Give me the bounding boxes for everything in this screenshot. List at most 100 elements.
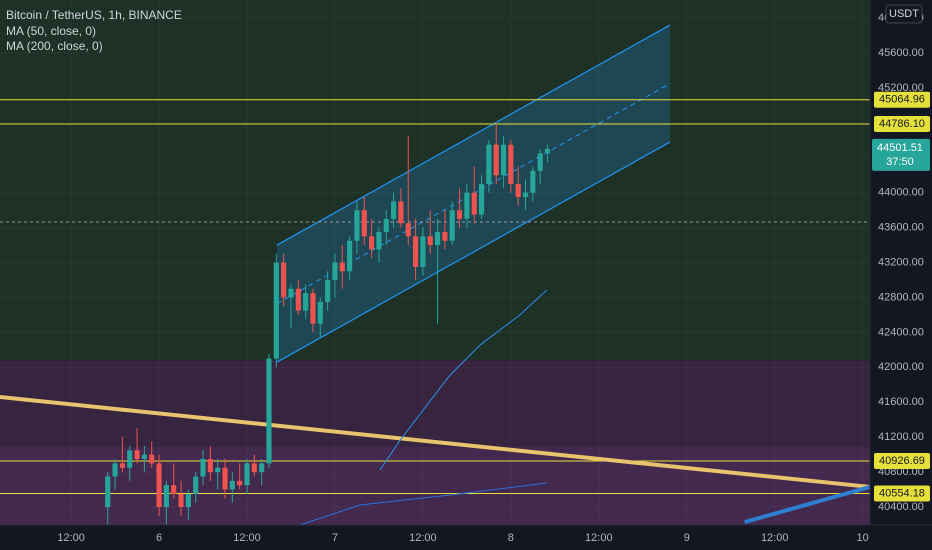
candle-body [339, 262, 345, 272]
channel-line [276, 24, 671, 246]
candle-body [171, 485, 177, 494]
candle-body [522, 192, 529, 198]
y-tick-label: 45200.00 [878, 82, 924, 94]
candle-body [288, 288, 294, 298]
candle-body [163, 485, 169, 508]
candle-body [427, 236, 433, 246]
candle-body [105, 476, 111, 508]
x-tick-label: 12:00 [409, 532, 437, 544]
candle-body [259, 463, 265, 473]
candle-body [193, 476, 199, 494]
candle-body [464, 192, 470, 219]
candle-body [442, 231, 448, 241]
level-label: 44786.10 [879, 118, 925, 130]
x-tick-label: 12:00 [761, 532, 789, 544]
moving-average [379, 289, 548, 471]
candle-body [544, 148, 551, 154]
zone [0, 0, 870, 361]
candle-body [237, 480, 243, 486]
candle-body [486, 144, 492, 184]
candle-body [515, 183, 521, 198]
candle-body [156, 463, 162, 508]
candle-body [119, 463, 125, 468]
level-badge [874, 116, 930, 133]
y-tick-label: 45600.00 [878, 47, 924, 59]
time-axis [0, 525, 932, 550]
candle-body [266, 358, 272, 464]
candle-body [207, 458, 213, 473]
candle-body [383, 218, 389, 232]
candle-body [508, 144, 514, 184]
y-tick-label: 43200.00 [878, 256, 924, 268]
level-badge [874, 485, 930, 502]
x-tick-label: 9 [684, 532, 690, 544]
level-label: 40554.18 [879, 487, 925, 499]
x-tick-label: 7 [332, 532, 338, 544]
axes: 46000.0045600.0045200.0044800.0044400.00… [57, 12, 930, 544]
candle-body [530, 170, 536, 193]
candle-body [405, 223, 411, 237]
level-label: 40926.69 [879, 455, 925, 467]
x-tick-label: 6 [156, 532, 162, 544]
y-tick-label: 44000.00 [878, 187, 924, 199]
candle-body [435, 231, 441, 246]
candle-body [112, 463, 118, 477]
indicator-label: MA (200, close, 0) [6, 39, 103, 53]
candle-body [200, 458, 206, 477]
candle-body [376, 231, 382, 250]
channel-line [276, 141, 671, 363]
candle-body [413, 236, 419, 267]
y-tick-label: 41200.00 [878, 431, 924, 443]
trendline [744, 485, 871, 524]
candle-body [303, 293, 309, 311]
candle-body [456, 210, 463, 219]
candle-body [449, 210, 455, 241]
candle-body [149, 454, 155, 464]
price-label: 44501.51 [877, 142, 923, 154]
chart-title: Bitcoin / TetherUS, 1h, BINANCE [6, 8, 182, 22]
x-tick-label: 8 [508, 532, 514, 544]
candle-body [215, 467, 221, 473]
level-badge [874, 91, 930, 108]
candle-body [493, 144, 499, 176]
x-tick-label: 10 [857, 532, 869, 544]
candle-body [141, 454, 147, 459]
candle-body [134, 450, 140, 459]
candle-body [222, 467, 228, 490]
candle-body [420, 236, 426, 267]
y-tick-label: 42000.00 [878, 361, 924, 373]
candle-body [244, 463, 250, 486]
level-label: 45064.96 [879, 94, 925, 106]
level-badge [874, 453, 930, 470]
currency-label[interactable]: USDT [889, 8, 919, 20]
plot-area [0, 0, 871, 526]
candle-body [281, 262, 287, 298]
y-tick-label: 42400.00 [878, 326, 924, 338]
countdown-label: 37:50 [886, 156, 914, 168]
y-tick-label: 43600.00 [878, 222, 924, 234]
zone [0, 360, 870, 448]
candle-body [325, 280, 331, 302]
candle-body [361, 210, 367, 237]
candle-body [295, 288, 301, 311]
candle-body [332, 262, 338, 281]
candle-body [354, 210, 360, 241]
y-tick-label: 41600.00 [878, 396, 924, 408]
moving-average [299, 482, 547, 526]
candle-body [310, 293, 316, 324]
trendline [0, 395, 871, 489]
candle-body [391, 201, 397, 219]
currency-button[interactable] [885, 4, 923, 24]
y-tick-label: 40400.00 [878, 501, 924, 513]
x-tick-label: 12:00 [233, 532, 261, 544]
candle-body [500, 144, 507, 176]
candle-body [471, 192, 477, 215]
candle-body [317, 301, 323, 324]
zone [0, 447, 870, 525]
price-badge [872, 138, 930, 171]
candle-body [369, 236, 375, 250]
candle-body [229, 480, 235, 490]
candle-body [127, 450, 133, 468]
candle-body [251, 463, 257, 473]
